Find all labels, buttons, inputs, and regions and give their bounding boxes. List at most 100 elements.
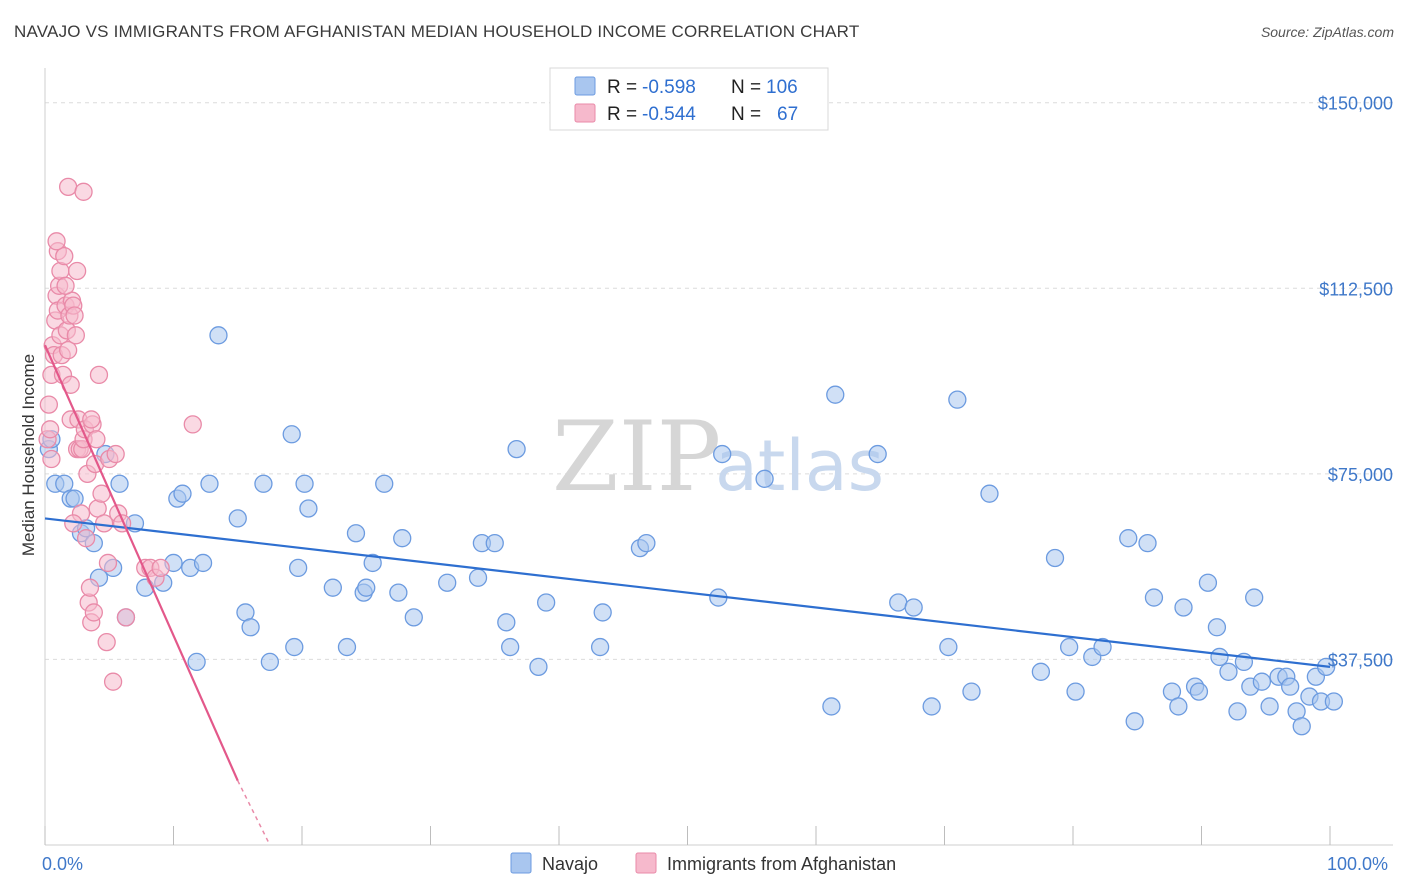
afghanistan-point — [89, 365, 109, 385]
y-tick-labels: $37,500 $75,000 $112,500 $150,000 — [1318, 94, 1393, 671]
navajo-point — [537, 593, 556, 612]
navajo-point — [1125, 712, 1144, 731]
legend-r-value-afghanistan: -0.544 — [642, 104, 696, 125]
legend-bottom-swatch-afghanistan — [635, 852, 657, 874]
legend-n-label-afghanistan: N = — [731, 104, 761, 125]
navajo-point — [1174, 598, 1193, 617]
navajo-point — [323, 578, 342, 597]
y-tick-label: $112,500 — [1319, 279, 1393, 299]
navajo-point — [713, 444, 732, 464]
navajo-point — [1138, 533, 1157, 553]
navajo-point — [260, 652, 280, 672]
navajo-point — [822, 697, 841, 716]
navajo-point — [346, 524, 366, 543]
chart-title: NAVAJO VS IMMIGRANTS FROM AFGHANISTAN ME… — [14, 22, 860, 41]
legend-top-box — [549, 67, 829, 131]
navajo-point — [962, 682, 981, 701]
afghanistan-point — [65, 306, 84, 325]
afghanistan-point — [116, 608, 136, 627]
navajo-point — [1281, 677, 1300, 696]
legend-r-value-navajo: -0.598 — [642, 77, 696, 98]
navajo-point — [228, 509, 247, 528]
legend-swatch-navajo — [574, 76, 596, 96]
navajo-point — [404, 608, 423, 627]
legend-n-label-navajo: N = — [731, 77, 761, 98]
watermark-atlas: atlas — [715, 425, 884, 507]
afghanistan-point — [74, 182, 93, 201]
legend-bottom-label-afghanistan: Immigrants from Afghanistan — [667, 854, 896, 874]
navajo-point — [285, 637, 304, 657]
navajo-point — [1292, 717, 1311, 736]
trend-line-afghanistan — [43, 344, 239, 782]
navajo-point — [637, 533, 656, 553]
afghanistan-point — [56, 276, 75, 295]
afghanistan-point — [58, 341, 78, 360]
afghanistan-point — [106, 444, 125, 464]
navajo-point — [1245, 588, 1264, 607]
afghanistan-point — [87, 430, 106, 449]
navajo-point — [375, 474, 394, 493]
afghanistan-point — [80, 578, 100, 597]
y-tick-label: $37,500 — [1328, 650, 1393, 670]
x-tick-label-max: 100.0% — [1327, 854, 1388, 874]
afghanistan-point — [67, 261, 87, 281]
afghanistan-point — [98, 553, 118, 573]
navajo-point — [826, 385, 845, 404]
afghanistan-point — [82, 410, 101, 429]
afghanistan-point — [103, 672, 123, 691]
trend-line-afghanistan-extension — [237, 780, 271, 846]
navajo-point — [357, 578, 376, 597]
navajo-point — [468, 568, 488, 587]
navajo-point — [1210, 647, 1229, 667]
navajo-point — [1093, 637, 1112, 657]
navajo-point — [1198, 573, 1218, 592]
navajo-point — [110, 474, 129, 493]
navajo-point — [1252, 672, 1272, 691]
navajo-point — [241, 618, 260, 637]
afghanistan-point — [58, 177, 78, 197]
navajo-point — [1031, 662, 1051, 681]
legend-bottom: Navajo Immigrants from Afghanistan — [510, 852, 896, 874]
afghanistan-point — [47, 232, 66, 251]
navajo-point — [1228, 702, 1247, 721]
navajo-point — [193, 553, 213, 573]
navajo-point — [282, 425, 301, 444]
navajo-point — [288, 558, 308, 578]
afghanistan-point — [84, 603, 103, 622]
legend-n-value-navajo: 106 — [766, 77, 798, 98]
legend-bottom-swatch-navajo — [510, 852, 532, 874]
navajo-point — [1207, 618, 1227, 637]
afghanistan-point — [66, 326, 85, 345]
data-points — [38, 177, 1344, 736]
navajo-point — [755, 469, 774, 488]
navajo-point — [200, 474, 219, 493]
navajo-point — [507, 439, 526, 459]
navajo-point — [904, 598, 923, 617]
navajo-point — [501, 637, 520, 657]
y-tick-label: $75,000 — [1328, 465, 1393, 485]
navajo-point — [1059, 637, 1079, 657]
gridlines — [45, 102, 1395, 660]
navajo-point — [948, 390, 967, 409]
navajo-point — [389, 583, 408, 602]
afghanistan-point — [151, 558, 170, 578]
navajo-point — [1219, 662, 1238, 681]
navajo-point — [337, 637, 357, 657]
afghanistan-point — [42, 449, 61, 469]
navajo-point — [438, 573, 457, 592]
navajo-point — [1045, 548, 1065, 568]
navajo-point — [1169, 697, 1188, 716]
legend-swatch-afghanistan — [574, 103, 596, 123]
navajo-point — [1144, 588, 1164, 607]
navajo-point — [254, 474, 273, 493]
navajo-point — [939, 637, 958, 657]
y-axis-label: Median Household Income — [19, 354, 38, 556]
watermark-zip: ZIP — [552, 401, 721, 513]
navajo-point — [889, 593, 908, 612]
navajo-point — [1066, 682, 1085, 701]
y-tick-label: $150,000 — [1318, 94, 1393, 114]
navajo-point — [1324, 692, 1344, 711]
afghanistan-point — [55, 246, 74, 266]
navajo-point — [299, 499, 318, 518]
trend-lines — [43, 344, 1331, 846]
